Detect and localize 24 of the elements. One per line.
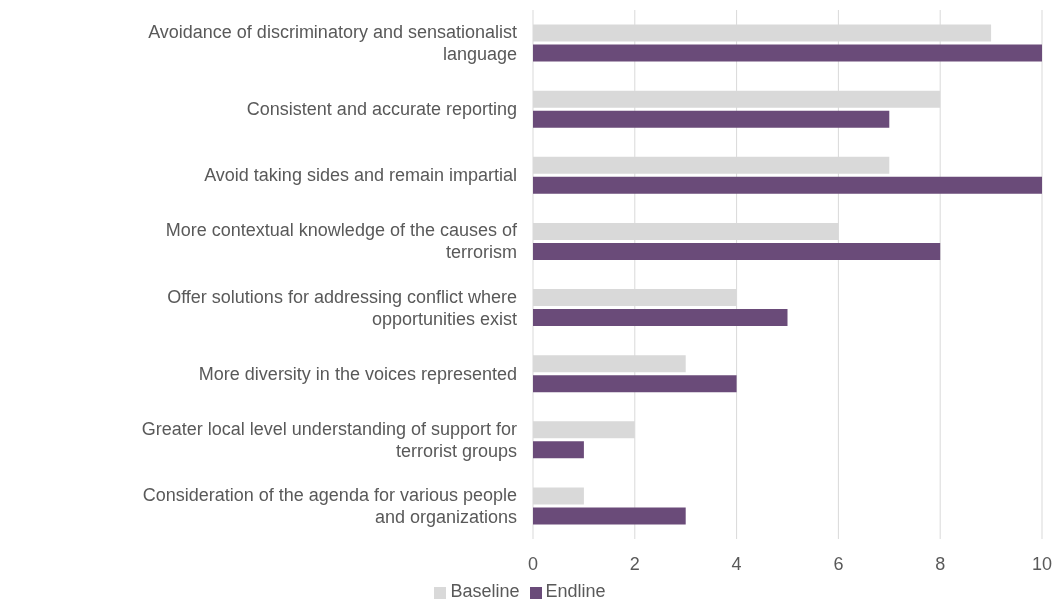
y-tick-label: More diversity in the voices represented	[198, 363, 517, 384]
x-tick-label: 10	[1031, 553, 1053, 574]
y-tick-label: Avoidance of discriminatory and sensationalist language	[148, 22, 517, 65]
x-tick-label: 6	[833, 553, 844, 574]
y-tick-label: Consistent and accurate reporting	[246, 99, 517, 120]
y-tick-label: Offer solutions for addressing conflict where opportunities exist	[167, 286, 517, 329]
x-tick-label: 2	[629, 553, 640, 574]
y-tick-label: More contextual knowledge of the causes of terrorism	[165, 220, 518, 263]
legend-label: Baseline	[450, 581, 520, 601]
y-tick-label: Consideration of the agenda for various people and organizations	[142, 484, 517, 527]
y-tick-label: Greater local level understanding of support for terrorist groups	[141, 418, 517, 461]
x-tick-label: 8	[935, 553, 946, 574]
bar	[533, 375, 737, 393]
bar	[533, 507, 686, 525]
x-tick-label: 0	[527, 553, 539, 574]
bar	[533, 242, 941, 260]
bar	[533, 176, 1042, 194]
x-tick-label: 4	[731, 553, 742, 574]
bar	[533, 309, 788, 327]
bar	[533, 44, 1042, 62]
legend-label: Endline	[545, 581, 606, 601]
y-tick-label: Avoid taking sides and remain impartial	[204, 165, 517, 186]
bar	[533, 441, 584, 459]
bar	[533, 110, 890, 128]
